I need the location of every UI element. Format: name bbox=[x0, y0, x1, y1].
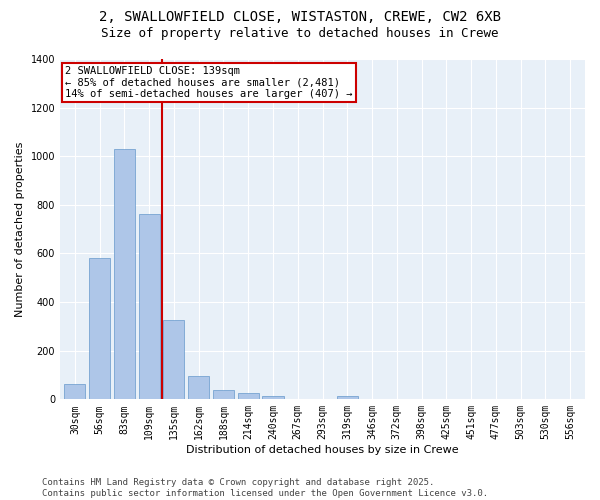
Bar bbox=[64, 384, 85, 400]
Bar bbox=[213, 390, 234, 400]
Bar bbox=[114, 149, 135, 400]
Bar bbox=[163, 320, 184, 400]
Text: 2, SWALLOWFIELD CLOSE, WISTASTON, CREWE, CW2 6XB: 2, SWALLOWFIELD CLOSE, WISTASTON, CREWE,… bbox=[99, 10, 501, 24]
Bar bbox=[238, 394, 259, 400]
Bar bbox=[139, 214, 160, 400]
Text: 2 SWALLOWFIELD CLOSE: 139sqm
← 85% of detached houses are smaller (2,481)
14% of: 2 SWALLOWFIELD CLOSE: 139sqm ← 85% of de… bbox=[65, 66, 353, 99]
Bar bbox=[188, 376, 209, 400]
Bar bbox=[89, 258, 110, 400]
Text: Size of property relative to detached houses in Crewe: Size of property relative to detached ho… bbox=[101, 28, 499, 40]
Bar bbox=[337, 396, 358, 400]
Text: Contains HM Land Registry data © Crown copyright and database right 2025.
Contai: Contains HM Land Registry data © Crown c… bbox=[42, 478, 488, 498]
Y-axis label: Number of detached properties: Number of detached properties bbox=[15, 142, 25, 317]
Bar bbox=[262, 396, 284, 400]
X-axis label: Distribution of detached houses by size in Crewe: Distribution of detached houses by size … bbox=[186, 445, 459, 455]
